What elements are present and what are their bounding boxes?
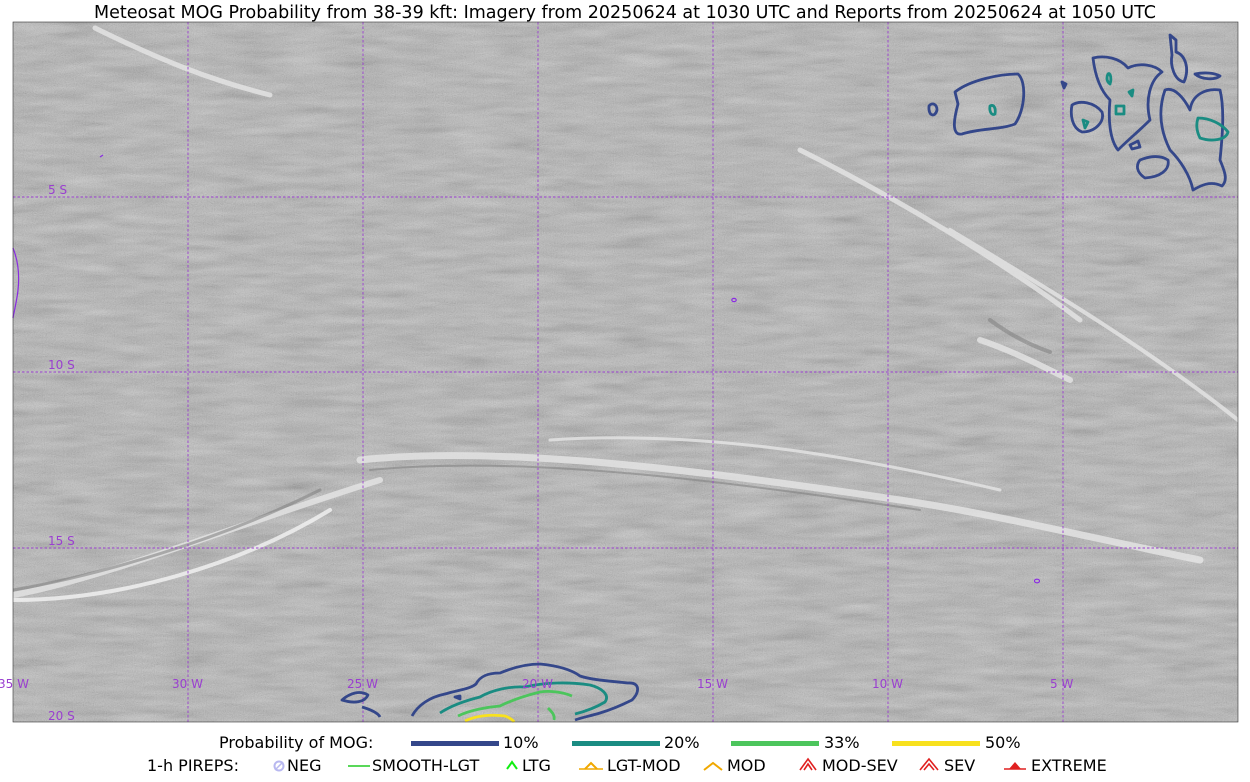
contour-20pct	[439, 72, 1230, 716]
map-frame	[12, 21, 1239, 723]
lat-label-10s: 10 S	[48, 358, 75, 372]
lat-label-20s: 20 S	[48, 709, 75, 723]
contour-10pct	[340, 33, 1227, 722]
caret-bar-icon	[579, 761, 603, 770]
caret-icon-mod	[703, 761, 723, 771]
lon-label-15w: 15 W	[697, 677, 728, 691]
legend-swatch-10pct	[411, 741, 499, 746]
pirep-label-mod-sev: MOD-SEV	[822, 756, 898, 775]
legend-swatch-33pct	[731, 741, 819, 746]
pirep-label-sev: SEV	[944, 756, 976, 775]
island-ascension	[731, 297, 737, 303]
island-saint-helena	[1033, 578, 1041, 584]
pirep-label-smooth-lgt: SMOOTH-LGT	[372, 756, 480, 775]
double-caret-icon-sev	[919, 757, 939, 771]
chart-title: Meteosat MOG Probability from 38-39 kft:…	[94, 3, 1156, 23]
coastline-west-edge	[12, 247, 20, 319]
pirep-label-neg: NEG	[287, 756, 322, 775]
filled-triangle-icon	[1004, 762, 1026, 770]
lon-label-5w: 5 W	[1050, 677, 1073, 691]
pirep-label-mod: MOD	[727, 756, 766, 775]
probability-legend: Probability of MOG: 10% 20% 33% 50%	[0, 731, 1250, 753]
lat-label-5s: 5 S	[48, 183, 67, 197]
legend-label-10pct: 10%	[503, 733, 539, 752]
pirep-label-lgt-mod: LGT-MOD	[607, 756, 681, 775]
contour-50pct	[464, 713, 516, 723]
legend-label-33pct: 33%	[824, 733, 860, 752]
legend-label-20pct: 20%	[664, 733, 700, 752]
double-caret-icon	[799, 757, 817, 771]
pireps-legend: 1-h PIREPS: NEG SMOOTH-LGT LTG LGT-MOD M…	[0, 754, 1250, 776]
island-tiny	[99, 154, 104, 158]
dash-line-icon	[348, 765, 370, 767]
lon-label-35w: 35 W	[0, 677, 29, 691]
contour-33pct	[457, 689, 573, 721]
lon-label-10w: 10 W	[872, 677, 903, 691]
lon-label-30w: 30 W	[172, 677, 203, 691]
lon-label-20w: 20 W	[522, 677, 553, 691]
pirep-label-ltg: LTG	[522, 756, 551, 775]
graticule	[13, 22, 1238, 722]
pirep-label-extreme: EXTREME	[1031, 756, 1107, 775]
legend-label-50pct: 50%	[985, 733, 1021, 752]
legend-swatch-50pct	[892, 741, 980, 746]
legend-swatch-20pct	[572, 741, 660, 746]
coastlines	[12, 154, 1041, 584]
neg-circle-icon	[273, 760, 285, 772]
caret-icon	[506, 760, 518, 770]
pireps-legend-label: 1-h PIREPS:	[147, 756, 239, 775]
probability-legend-label: Probability of MOG:	[219, 733, 374, 752]
lon-label-25w: 25 W	[347, 677, 378, 691]
mog-contours	[340, 33, 1230, 723]
lat-label-15s: 15 S	[48, 534, 75, 548]
